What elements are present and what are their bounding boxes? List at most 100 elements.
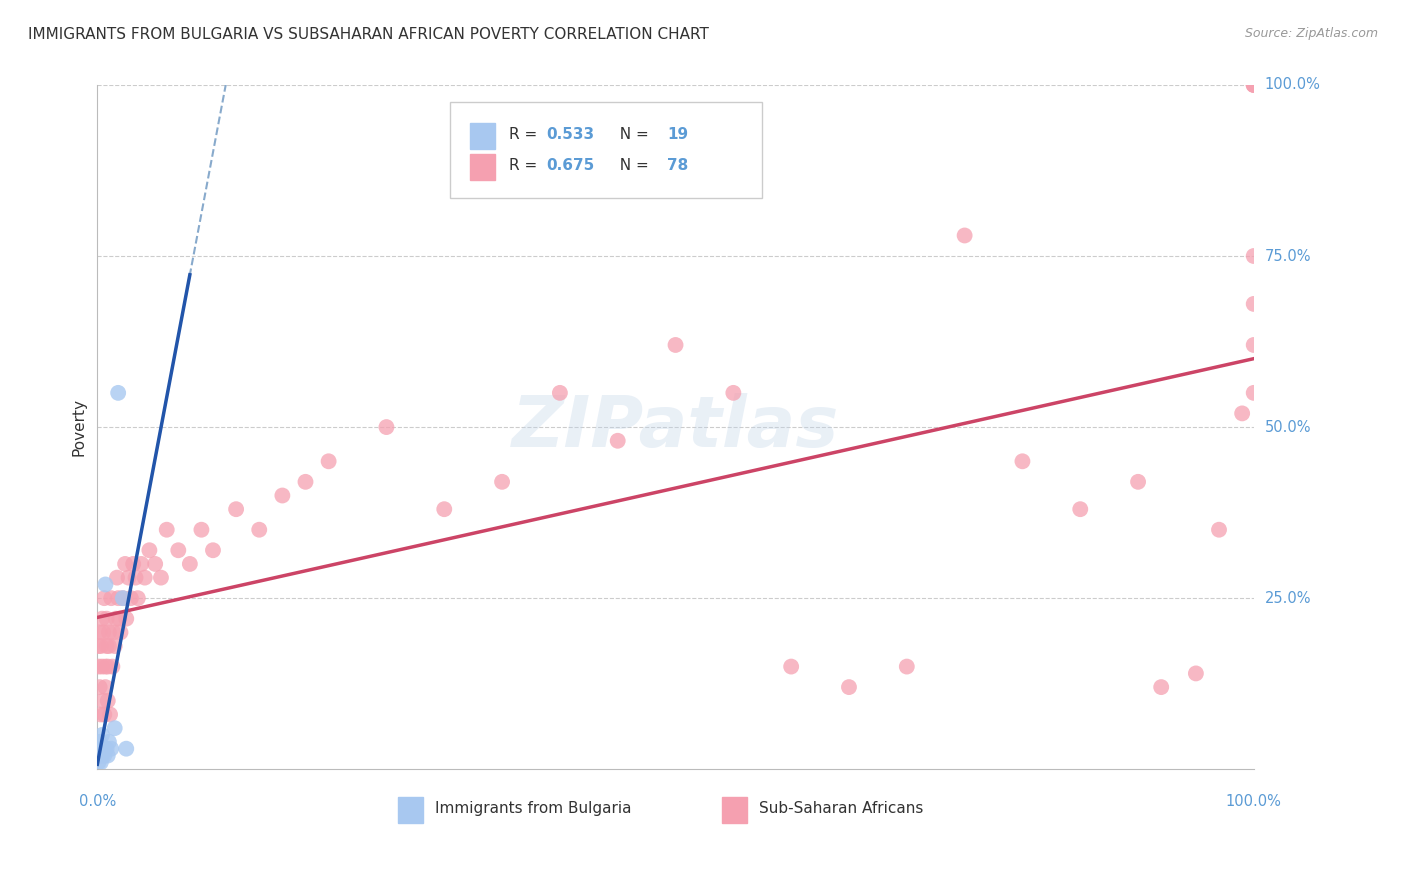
Point: [90, 741, 112, 756]
Point: [433, 502, 456, 516]
Point: [114, 557, 136, 571]
Point: [149, 571, 172, 585]
Point: [107, 591, 129, 606]
Text: 0.533: 0.533: [546, 128, 595, 143]
FancyBboxPatch shape: [721, 797, 747, 823]
Point: [87, 639, 110, 653]
Point: [89, 625, 111, 640]
Point: [97, 639, 120, 653]
Point: [294, 475, 316, 489]
Point: [1243, 78, 1265, 92]
Text: 100.0%: 100.0%: [1226, 794, 1282, 809]
Point: [93, 748, 115, 763]
Point: [100, 591, 122, 606]
Point: [201, 543, 224, 558]
Point: [104, 639, 127, 653]
Point: [94, 680, 117, 694]
Point: [115, 741, 138, 756]
Point: [1243, 385, 1265, 400]
Point: [90, 707, 112, 722]
Text: 25.0%: 25.0%: [1265, 591, 1312, 606]
Point: [1243, 78, 1265, 92]
Text: 78: 78: [668, 158, 689, 173]
Point: [111, 591, 134, 606]
Text: 0.675: 0.675: [546, 158, 595, 173]
FancyBboxPatch shape: [470, 154, 495, 180]
Point: [117, 571, 139, 585]
Point: [318, 454, 340, 468]
Text: Sub-Saharan Africans: Sub-Saharan Africans: [759, 801, 924, 816]
Point: [548, 385, 571, 400]
Point: [111, 591, 134, 606]
Point: [953, 228, 976, 243]
Text: Source: ZipAtlas.com: Source: ZipAtlas.com: [1244, 27, 1378, 40]
Point: [491, 475, 513, 489]
Point: [108, 612, 131, 626]
Point: [134, 571, 156, 585]
Text: 0.0%: 0.0%: [79, 794, 115, 809]
Point: [375, 420, 398, 434]
Point: [97, 659, 120, 673]
Point: [97, 625, 120, 640]
Y-axis label: Poverty: Poverty: [72, 398, 86, 456]
Text: N =: N =: [610, 158, 654, 173]
Point: [97, 694, 120, 708]
FancyBboxPatch shape: [470, 123, 495, 149]
Point: [87, 659, 110, 673]
Text: R =: R =: [509, 158, 543, 173]
Point: [1243, 249, 1265, 263]
Point: [127, 591, 149, 606]
Point: [122, 557, 145, 571]
Point: [97, 748, 120, 763]
Point: [96, 639, 118, 653]
Point: [1230, 406, 1253, 420]
Text: 19: 19: [668, 128, 689, 143]
Point: [167, 543, 190, 558]
Point: [120, 591, 142, 606]
Point: [91, 741, 114, 756]
Point: [89, 680, 111, 694]
Point: [103, 625, 125, 640]
Point: [101, 659, 124, 673]
Text: IMMIGRANTS FROM BULGARIA VS SUBSAHARAN AFRICAN POVERTY CORRELATION CHART: IMMIGRANTS FROM BULGARIA VS SUBSAHARAN A…: [28, 27, 709, 42]
Point: [94, 577, 117, 591]
Point: [896, 659, 918, 673]
Text: 100.0%: 100.0%: [1265, 78, 1320, 93]
Point: [143, 557, 166, 571]
Point: [1069, 502, 1091, 516]
Point: [156, 523, 179, 537]
Point: [98, 707, 121, 722]
Point: [87, 741, 110, 756]
Text: R =: R =: [509, 128, 543, 143]
Point: [129, 557, 152, 571]
Text: Immigrants from Bulgaria: Immigrants from Bulgaria: [434, 801, 631, 816]
Point: [96, 741, 118, 756]
Point: [93, 591, 115, 606]
Point: [1243, 338, 1265, 352]
Text: ZIPatlas: ZIPatlas: [512, 392, 839, 461]
Point: [1011, 454, 1033, 468]
Point: [664, 338, 686, 352]
Point: [1126, 475, 1149, 489]
Point: [838, 680, 860, 694]
Point: [97, 735, 120, 749]
Point: [89, 735, 111, 749]
Point: [107, 385, 129, 400]
Point: [110, 625, 132, 640]
Point: [606, 434, 628, 448]
Point: [1150, 680, 1173, 694]
Point: [91, 659, 114, 673]
Point: [91, 748, 114, 763]
Point: [115, 612, 138, 626]
Point: [91, 694, 114, 708]
Point: [1243, 297, 1265, 311]
Point: [190, 523, 212, 537]
Point: [247, 523, 270, 537]
Point: [89, 748, 111, 763]
Point: [138, 543, 160, 558]
Point: [723, 385, 745, 400]
FancyBboxPatch shape: [450, 102, 762, 198]
Point: [124, 571, 146, 585]
Point: [1185, 666, 1208, 681]
Point: [96, 612, 118, 626]
